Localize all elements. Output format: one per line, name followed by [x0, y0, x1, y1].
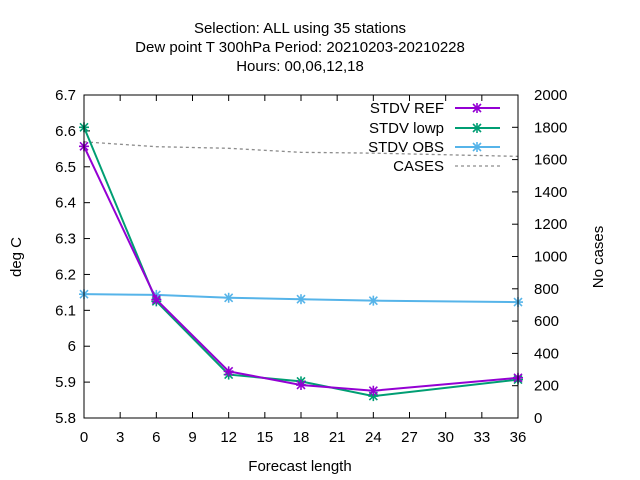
x-tick-label: 30: [437, 429, 454, 446]
legend-item: STDV lowp: [369, 120, 500, 137]
x-tick-label: 18: [293, 429, 310, 446]
x-tick-label: 0: [80, 429, 88, 446]
y-tick-label: 6.4: [55, 195, 76, 212]
legend-marker: [472, 123, 482, 133]
y2-tick-label: 0: [534, 410, 542, 427]
legend-item: STDV OBS: [368, 139, 500, 156]
title-line-1: Selection: ALL using 35 stations: [194, 20, 406, 37]
data-point: [368, 385, 379, 396]
y-tick-label: 6: [68, 338, 76, 355]
legend: STDV REF STDV lowp STDV OBS CASES: [368, 100, 500, 175]
y-tick-label: 5.9: [55, 374, 76, 391]
data-point: [296, 379, 306, 390]
legend-label: STDV lowp: [369, 120, 444, 137]
y2-tick-label: 1800: [534, 119, 567, 136]
y2-tick-label: 200: [534, 378, 559, 395]
data-point: [151, 294, 162, 305]
y2-tick-label: 1000: [534, 249, 567, 266]
plot-border: [83, 94, 519, 419]
x-tick-label: 3: [116, 429, 124, 446]
series-line: [83, 141, 519, 158]
axis-ticks: 5.8 5.9 6 6.1 6.2 6.3 6.4 6.5 6.6 6.7 0 200 400 600 80…: [55, 87, 567, 446]
x-tick-label: 21: [329, 429, 346, 446]
y2-tick-label: 2000: [534, 87, 567, 104]
x-axis-label: Forecast length: [248, 458, 351, 475]
y-tick-label: 5.8: [55, 410, 76, 427]
x-tick-label: 6: [152, 429, 160, 446]
x-tick-label: 12: [220, 429, 237, 446]
legend-label: CASES: [393, 158, 444, 175]
series-cases: [83, 141, 519, 158]
x-tick-label: 9: [188, 429, 196, 446]
chart-title: Selection: ALL using 35 stations Dew poi…: [135, 20, 465, 75]
legend-label: STDV REF: [370, 100, 444, 117]
legend-marker: [472, 103, 482, 113]
y-tick-label: 6.1: [55, 302, 76, 319]
series-line: [83, 145, 519, 392]
y-tick-label: 6.2: [55, 266, 76, 283]
y-axis-label: deg C: [8, 237, 25, 277]
x-tick-label: 15: [256, 429, 273, 446]
y2-tick-label: 600: [534, 313, 559, 330]
y2-axis-label: No cases: [590, 226, 607, 289]
x-tick-label: 27: [401, 429, 418, 446]
series-stdv-ref: [79, 141, 523, 396]
title-line-3: Hours: 00,06,12,18: [236, 58, 364, 75]
y-tick-label: 6.5: [55, 159, 76, 176]
y2-tick-label: 400: [534, 345, 559, 362]
plot-series: [79, 122, 523, 402]
series-line: [83, 293, 519, 304]
y-tick-label: 6.3: [55, 231, 76, 248]
y2-tick-label: 800: [534, 281, 559, 298]
x-tick-label: 36: [510, 429, 527, 446]
y-tick-label: 6.6: [55, 123, 76, 140]
y2-tick-label: 1200: [534, 216, 567, 233]
data-point: [223, 366, 234, 377]
y2-tick-label: 1400: [534, 184, 567, 201]
y2-tick-label: 1600: [534, 152, 567, 169]
y-tick-label: 6.7: [55, 87, 76, 104]
x-tick-label: 33: [473, 429, 490, 446]
x-tick-label: 24: [365, 429, 382, 446]
legend-item: STDV REF: [370, 100, 500, 117]
data-point: [368, 295, 379, 306]
legend-marker: [472, 142, 482, 152]
title-line-2: Dew point T 300hPa Period: 20210203-2021…: [135, 39, 465, 56]
legend-item: CASES: [393, 158, 500, 175]
data-point: [223, 292, 234, 303]
legend-label: STDV OBS: [368, 139, 444, 156]
data-point: [296, 294, 306, 305]
